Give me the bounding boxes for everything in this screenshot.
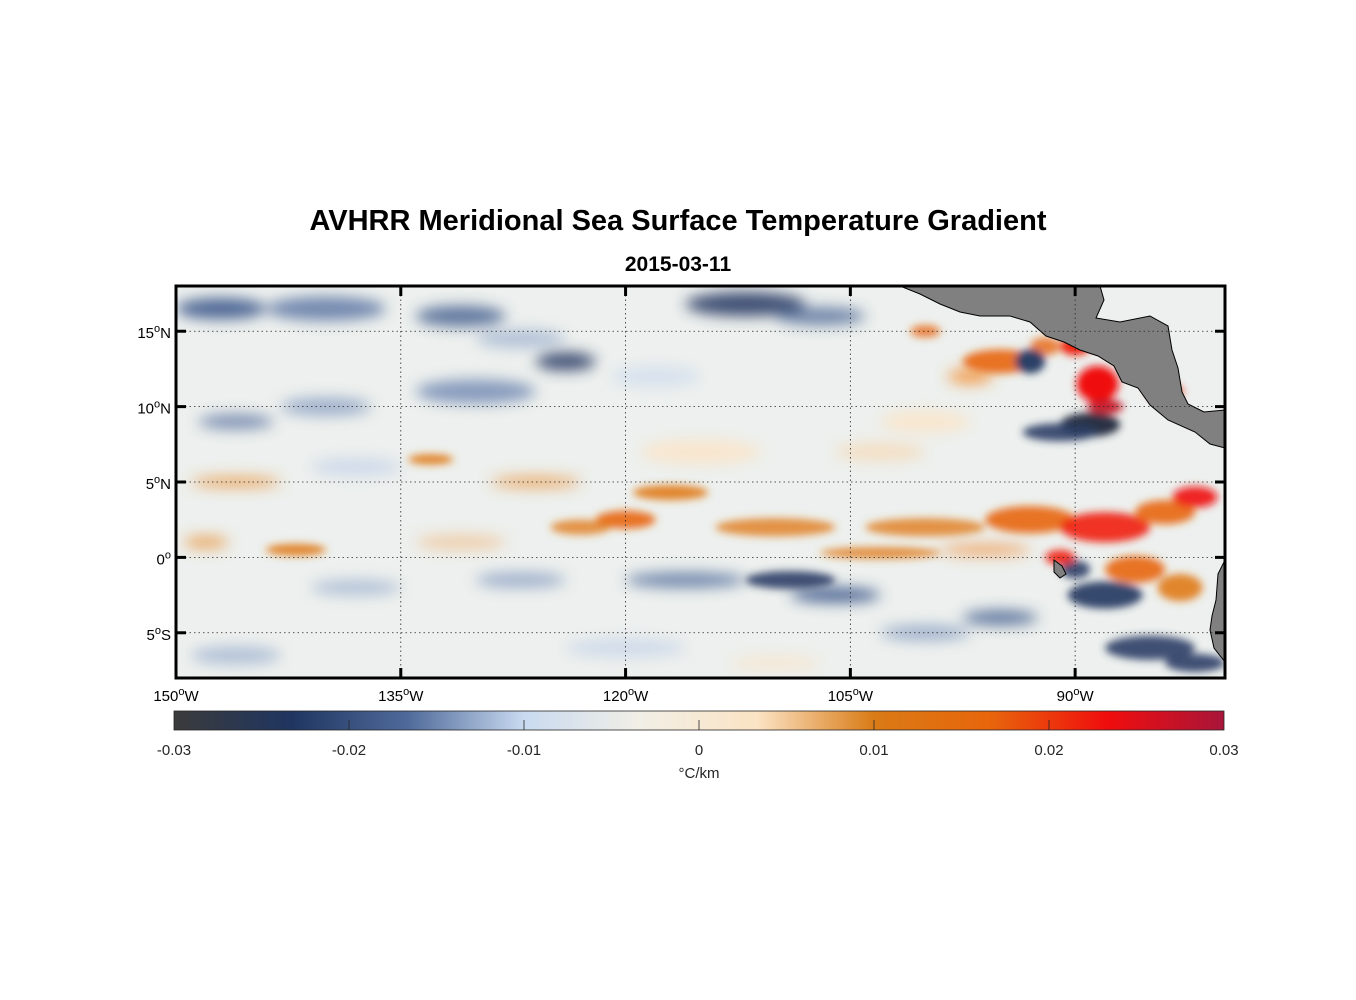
lat-tick-label: 5oS xyxy=(147,625,171,644)
chart-title: AVHRR Meridional Sea Surface Temperature… xyxy=(309,205,1047,237)
colorbar-tick-label: 0.02 xyxy=(1034,742,1063,759)
galapagos-island xyxy=(1053,559,1067,579)
lat-tick-label: 0o xyxy=(157,549,171,568)
lat-tick-marks xyxy=(176,329,1225,635)
lon-tick-label: 105oW xyxy=(828,686,874,705)
colorbar-tick-label: -0.01 xyxy=(507,742,541,759)
lon-tick-label: 135oW xyxy=(378,686,424,705)
south-america-land xyxy=(1209,559,1225,663)
colorbar-tick-label: 0.03 xyxy=(1209,742,1238,759)
colorbar-tick-labels: -0.03 -0.02 -0.01 0 0.01 0.02 0.03 xyxy=(157,742,1239,759)
chart-subtitle: 2015-03-11 xyxy=(624,253,732,276)
lat-tick-label: 5oN xyxy=(146,474,171,493)
central-america-land xyxy=(899,286,1225,449)
colorbar-tick-label: -0.03 xyxy=(157,742,191,759)
lat-tick-label: 15oN xyxy=(137,323,171,342)
gradient-field-strong xyxy=(265,325,1225,672)
colorbar-tick-label: -0.02 xyxy=(332,742,366,759)
lon-tick-label: 150oW xyxy=(153,686,199,705)
map-area xyxy=(176,286,1225,678)
lat-tick-labels: 15oN 10oN 5oN 0o 5oS xyxy=(137,323,171,644)
map-gridlines xyxy=(176,286,1225,678)
land-mass xyxy=(899,286,1225,663)
colorbar-tick-label: 0 xyxy=(695,742,703,759)
colorbar-ticks xyxy=(348,720,1050,730)
lon-tick-label: 90oW xyxy=(1057,686,1095,705)
gradient-field xyxy=(176,292,1038,671)
lon-tick-labels: 150oW 135oW 120oW 105oW 90oW xyxy=(153,686,1094,705)
colorbar-tick-label: 0.01 xyxy=(859,742,888,759)
lon-tick-label: 120oW xyxy=(603,686,649,705)
lon-tick-marks xyxy=(399,286,1077,678)
lat-tick-label: 10oN xyxy=(137,399,171,418)
colorbar-unit-label: °C/km xyxy=(679,765,720,782)
